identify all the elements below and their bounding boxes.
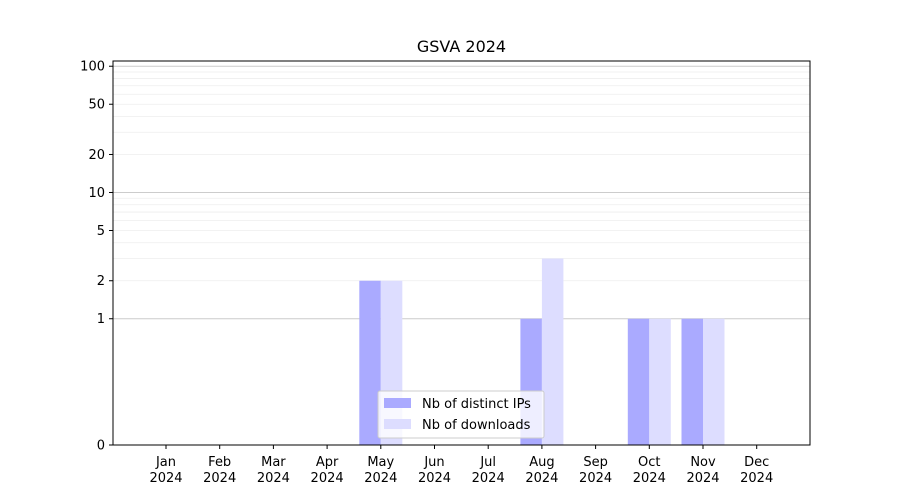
x-tick-label: Mar 2024 [257, 455, 290, 486]
legend: Nb of distinct IPs Nb of downloads [377, 390, 545, 439]
x-tick-month: Aug [529, 455, 554, 470]
x-tick-year: 2024 [579, 471, 612, 486]
bar-downloads [703, 318, 725, 445]
x-tick-month: Mar [261, 455, 286, 470]
x-tick-month: Apr [316, 455, 339, 470]
y-tick-label: 10 [88, 186, 105, 201]
x-tick-month: Sep [583, 455, 608, 470]
bar-distinct-ips [681, 318, 703, 445]
y-tick-label: 2 [97, 274, 105, 289]
x-tick-label: Oct 2024 [633, 455, 666, 486]
y-tick-label: 1 [97, 312, 105, 327]
y-tick-label: 100 [80, 60, 105, 75]
grid-lines [113, 65, 810, 320]
legend-box [377, 390, 545, 439]
x-tick-label: Jul 2024 [472, 455, 505, 486]
x-tick-label: Apr 2024 [311, 455, 344, 486]
axes [112, 60, 811, 446]
x-tick-label: May 2024 [364, 455, 397, 486]
bar-distinct-ips [359, 280, 381, 445]
x-tick-year: 2024 [311, 471, 344, 486]
y-tick-label: 50 [88, 98, 105, 113]
x-tick-label: Jan 2024 [149, 455, 182, 486]
legend-swatch-downloads [384, 419, 411, 429]
x-tick-year: 2024 [740, 471, 773, 486]
x-tick-year: 2024 [525, 471, 558, 486]
x-tick-month: May [367, 455, 394, 470]
plot-frame [112, 60, 811, 446]
bar-downloads [541, 258, 564, 445]
y-axis-ticks: 0 1 2 5 10 20 50 100 [80, 60, 113, 454]
x-tick-month: Nov [690, 455, 716, 470]
x-tick-year: 2024 [203, 471, 236, 486]
x-tick-label: Dec 2024 [740, 455, 773, 486]
x-tick-year: 2024 [257, 471, 290, 486]
x-tick-year: 2024 [418, 471, 451, 486]
legend-swatch-distinct-ips [384, 398, 411, 408]
x-tick-month: Feb [208, 455, 231, 470]
x-tick-label: Feb 2024 [203, 455, 236, 486]
x-tick-month: Jan [155, 455, 176, 470]
y-tick-label: 5 [97, 224, 105, 239]
legend-label-distinct-ips: Nb of distinct IPs [422, 397, 531, 412]
chart-title: GSVA 2024 [417, 37, 506, 56]
x-tick-month: Dec [744, 455, 769, 470]
x-tick-year: 2024 [364, 471, 397, 486]
x-tick-year: 2024 [472, 471, 505, 486]
x-tick-month: Jul [479, 455, 496, 470]
y-tick-label: 0 [97, 439, 105, 454]
legend-label-downloads: Nb of downloads [422, 418, 531, 433]
x-tick-year: 2024 [633, 471, 666, 486]
x-tick-month: Jun [423, 455, 444, 470]
x-tick-year: 2024 [149, 471, 182, 486]
bar-downloads [649, 318, 671, 445]
x-tick-label: Nov 2024 [686, 455, 719, 486]
x-tick-label: Sep 2024 [579, 455, 612, 486]
bar-distinct-ips [627, 318, 650, 445]
x-tick-year: 2024 [686, 471, 719, 486]
x-tick-label: Jun 2024 [418, 455, 451, 486]
x-tick-label: Aug 2024 [525, 455, 558, 486]
x-tick-month: Oct [638, 455, 660, 470]
y-tick-label: 20 [88, 148, 105, 163]
